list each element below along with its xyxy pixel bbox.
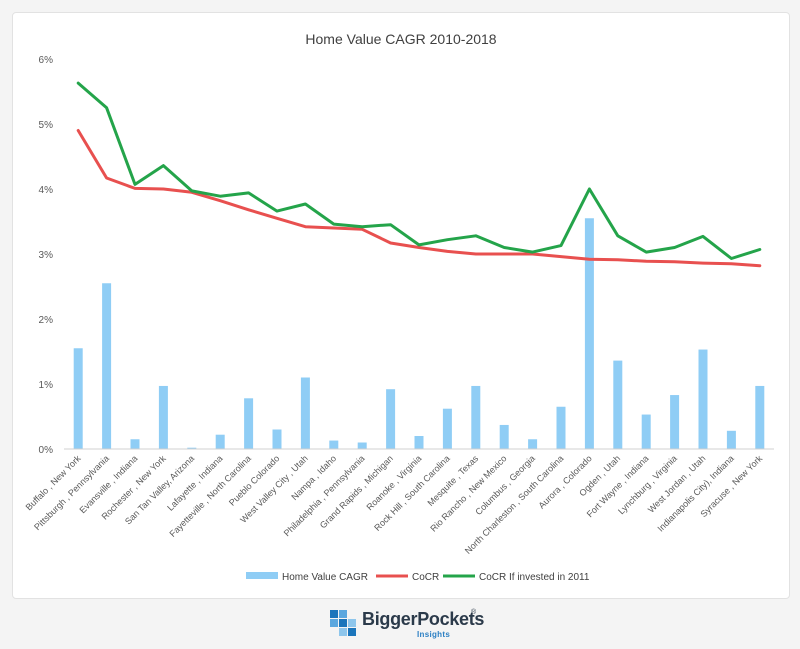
chart-title: Home Value CAGR 2010-2018: [305, 31, 496, 47]
legend-label: Home Value CAGR: [282, 572, 368, 583]
bar: [73, 348, 83, 449]
legend-swatch: [246, 572, 278, 579]
y-tick-label: 2%: [39, 315, 54, 326]
biggerpockets-logo-icon: [330, 610, 356, 636]
bar: [215, 434, 225, 449]
bar: [442, 408, 452, 449]
legend-label: CoCR: [412, 572, 439, 583]
x-tick-label: Pueblo Colorado: [227, 453, 281, 507]
x-tick-label: Mesquite , Texas: [426, 453, 481, 508]
y-tick-label: 4%: [39, 185, 54, 196]
chart-card: Home Value CAGR 2010-2018 0% 1% 2% 3% 4% 5% 6%…: [12, 12, 790, 599]
bar: [187, 447, 197, 449]
y-tick-label: 1%: [39, 380, 54, 391]
bar: [528, 439, 538, 449]
bar: [272, 429, 282, 449]
bar: [158, 385, 168, 449]
bar: [613, 360, 623, 449]
bar: [102, 283, 112, 449]
y-tick-label: 0%: [39, 445, 54, 456]
y-tick-label: 3%: [39, 250, 54, 261]
bar: [471, 385, 481, 449]
y-tick-label: 6%: [39, 55, 54, 66]
y-tick-label: 5%: [39, 120, 54, 131]
brand-name: BiggerPockets: [362, 609, 485, 629]
bar: [698, 349, 708, 449]
branding: BiggerPockets ® Insights: [0, 606, 800, 646]
bar: [357, 442, 367, 449]
bar: [414, 436, 424, 449]
bar: [755, 385, 765, 449]
bar: [244, 398, 254, 449]
brand-registered-mark: ®: [471, 609, 477, 616]
legend-label: CoCR If invested in 2011: [479, 572, 590, 583]
bar: [726, 430, 736, 449]
bar: [556, 406, 566, 449]
chart: Home Value CAGR 2010-2018 0% 1% 2% 3% 4% 5% 6%…: [24, 31, 774, 583]
bar: [329, 440, 339, 449]
bar: [641, 414, 651, 449]
bar: [386, 389, 396, 449]
bar: [584, 218, 594, 449]
bar: [670, 395, 680, 449]
bar: [300, 377, 310, 449]
bar: [130, 439, 140, 449]
series-line: [76, 81, 762, 260]
brand-subtitle: Insights: [417, 630, 451, 639]
bar: [499, 424, 509, 449]
